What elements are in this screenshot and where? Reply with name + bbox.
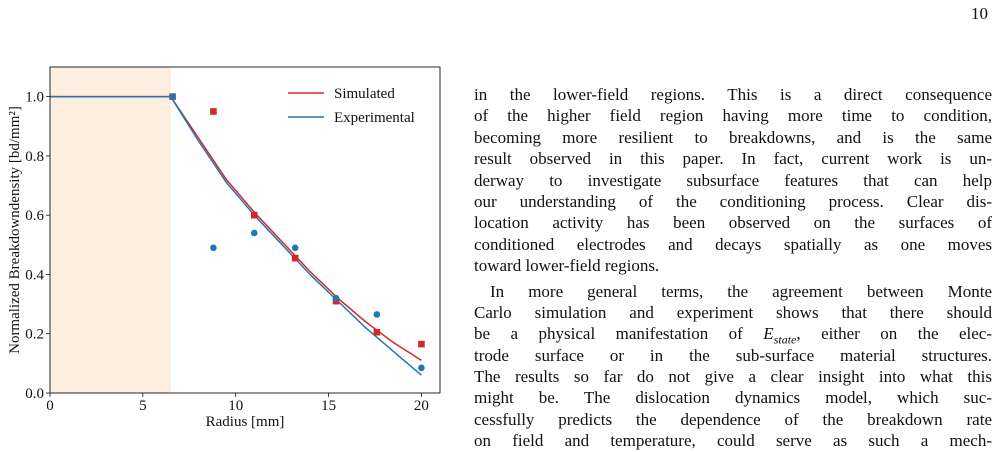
text: , either on the elec- bbox=[796, 324, 992, 344]
text-line: location activity has been observed on t… bbox=[474, 213, 992, 233]
marker bbox=[250, 211, 258, 219]
y-tick-label: 0.6 bbox=[25, 208, 44, 224]
math-subscript: state bbox=[773, 332, 797, 347]
text-column: in the lower-field regions. This is a di… bbox=[474, 84, 992, 452]
text-line: of the higher field region having more t… bbox=[474, 106, 992, 126]
marker bbox=[210, 108, 217, 115]
text-line: conditioned electrodes and decays spatia… bbox=[474, 234, 992, 254]
text-line: derway to investigate subsurface feature… bbox=[474, 170, 992, 190]
marker bbox=[373, 328, 381, 336]
x-tick-label: 15 bbox=[321, 398, 336, 414]
text-line: becoming more resilient to breakdowns, a… bbox=[474, 127, 992, 147]
paragraph: in the lower-field regions. This is a di… bbox=[474, 84, 992, 277]
text-line: might be. The dislocation dynamics model… bbox=[474, 388, 992, 408]
x-tick-label: 5 bbox=[139, 398, 147, 414]
y-tick-label: 0.0 bbox=[25, 386, 44, 402]
marker bbox=[169, 93, 176, 100]
text-line: result observed in this paper. In fact, … bbox=[474, 149, 992, 169]
text: be a physical manifestation of bbox=[474, 324, 764, 344]
text-line: in the lower-field regions. This is a di… bbox=[474, 85, 992, 104]
chart: 0 5 10 15 20 0.0 0.2 0.4 0.6 0.8 1.0 Radius [mm] Nor… bbox=[7, 66, 441, 430]
marker bbox=[332, 294, 340, 302]
series-line bbox=[50, 95, 422, 362]
marker bbox=[210, 244, 217, 252]
marker bbox=[250, 229, 258, 237]
marker bbox=[373, 311, 381, 318]
text-line: trode surface or in the sub-surface mate… bbox=[474, 345, 992, 365]
x-tick-label: 10 bbox=[228, 398, 243, 414]
x-tick-label: 20 bbox=[414, 398, 429, 414]
text-line: our understanding of the conditioning pr… bbox=[474, 191, 992, 211]
text-line: Carlo simulation and experiment shows th… bbox=[474, 302, 992, 322]
x-tick-label: 0 bbox=[46, 398, 54, 414]
axes-frame bbox=[49, 66, 441, 394]
series-line bbox=[50, 95, 422, 376]
y-tick-label: 0.2 bbox=[25, 327, 44, 343]
text-line: cessfully predicts the dependence of the… bbox=[474, 409, 992, 429]
math-symbol: E bbox=[763, 324, 774, 344]
marker bbox=[418, 340, 425, 348]
y-tick-label: 0.4 bbox=[25, 267, 44, 283]
y-tick-label: 0.8 bbox=[25, 149, 44, 165]
text-line: In more general terms, the agreement bet… bbox=[490, 281, 992, 301]
y-tick-label: 1.0 bbox=[25, 90, 44, 106]
x-axis-label: Radius [mm] bbox=[206, 414, 285, 430]
marker bbox=[418, 364, 425, 372]
marker bbox=[291, 254, 299, 262]
page: {"page_number": "10", "chart_data": {"ty… bbox=[7, 4, 992, 451]
legend-label: Experimental bbox=[334, 110, 415, 126]
legend-label: Simulated bbox=[334, 86, 395, 102]
text-line: toward lower-field regions. bbox=[474, 256, 660, 276]
y-axis-label: Normalized Breakdowndensity [bd/mm²] bbox=[7, 106, 23, 354]
text-line: The results so far do not give a clear i… bbox=[474, 367, 992, 387]
shaded-region bbox=[50, 67, 171, 393]
text-line: be a physical manifestation of Estate, e… bbox=[474, 323, 992, 347]
page-number: 10 bbox=[971, 4, 988, 23]
paragraph: In more general terms, the agreement bet… bbox=[474, 281, 992, 452]
marker bbox=[291, 244, 299, 252]
